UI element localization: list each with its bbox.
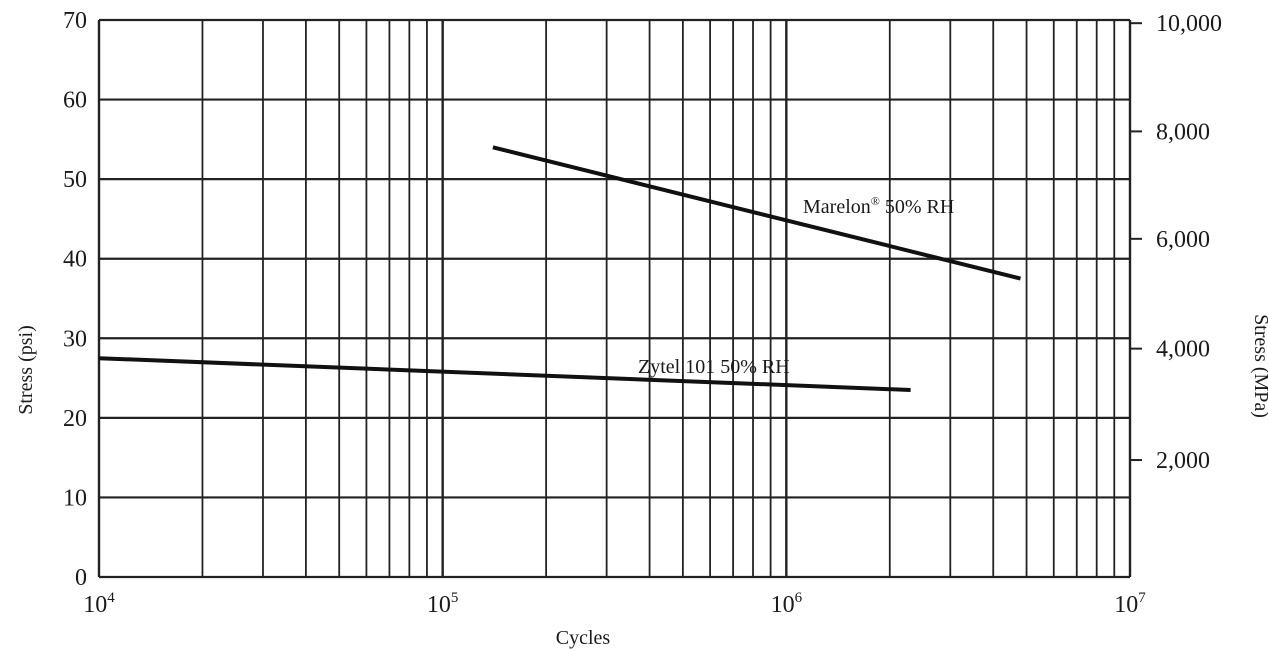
x-tick-label: 107 <box>1114 590 1146 618</box>
y-tick-label: 40 <box>63 247 87 273</box>
y-axis-right: 2,000 4,000 6,000 8,000 10,000 <box>1130 11 1222 474</box>
y2-axis-title: Stress (MPa) <box>1250 314 1268 418</box>
x-tick-label: 104 <box>83 590 115 618</box>
y2-tick-label: 10,000 <box>1156 11 1222 37</box>
y-tick-label: 20 <box>63 406 87 432</box>
y2-tick-label: 6,000 <box>1156 227 1210 253</box>
y2-tick-label: 4,000 <box>1156 337 1210 363</box>
y-axis-left: 0 10 20 30 40 50 60 70 <box>63 8 87 591</box>
x-axis: 104 105 106 107 <box>83 590 1146 618</box>
y-tick-label: 50 <box>63 167 87 193</box>
y-tick-label: 30 <box>63 326 87 352</box>
y-tick-label: 70 <box>63 8 87 34</box>
x-tick-label: 105 <box>427 590 459 618</box>
x-axis-title: Cycles <box>556 627 611 649</box>
series-line-marelon <box>492 145 1021 281</box>
y-tick-label: 60 <box>63 88 87 114</box>
y-axis-title: Stress (psi) <box>15 325 37 414</box>
y-tick-label: 10 <box>63 485 87 511</box>
series-label-marelon: Marelon® 50% RH <box>803 194 954 218</box>
x-tick-label: 106 <box>771 590 803 618</box>
series-line-zytel <box>98 356 911 392</box>
series-group <box>98 145 1021 392</box>
y2-tick-label: 2,000 <box>1156 448 1210 474</box>
grid-lines <box>97 18 1132 579</box>
y2-tick-label: 8,000 <box>1156 119 1210 145</box>
y-tick-label: 0 <box>75 565 87 591</box>
series-label-zytel: Zytel 101 50% RH <box>638 356 790 378</box>
